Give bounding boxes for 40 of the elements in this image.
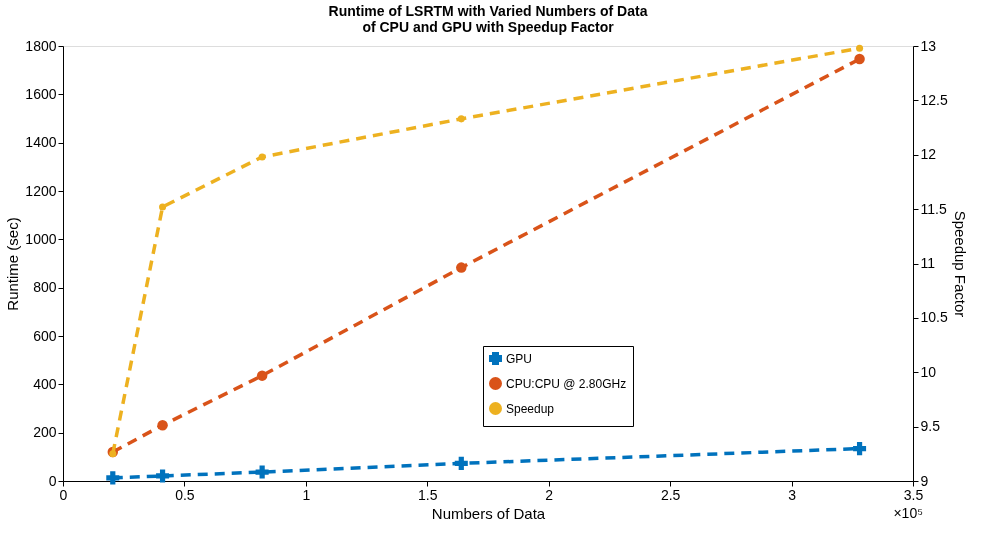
y2-axis-title: Speedup Factor [951,210,969,318]
x-tick-label: 3.5 [903,486,924,503]
y-tick-label: 800 [33,279,57,296]
point [156,469,170,483]
y2-tick-label: 9 [920,472,929,489]
x-tick-label: 2 [545,486,554,503]
y-tick-label: 1600 [25,85,57,102]
x-tick-label: 1 [302,486,311,503]
x-tick-label: 2.5 [660,486,681,503]
y2-tick-label: 10.5 [920,309,948,326]
legend-label: GPU [506,351,533,366]
y-tick-label: 200 [33,424,57,441]
point [853,442,867,456]
legend-label: Speedup [506,401,555,416]
y2-tick-label: 9.5 [920,418,941,435]
y2-tick-label: 11.5 [920,200,947,217]
y2-tick-label: 10 [920,363,937,380]
point [454,456,468,470]
y2-tick-label: 11 [920,255,936,271]
x-tick-label: 0 [59,486,68,503]
text: ×10⁵ [893,505,923,521]
y-tick-label: 0 [48,472,57,489]
x-tick-label: 3 [788,486,797,503]
point [255,465,269,479]
y-tick-label: 1400 [25,134,57,151]
x-tick-label: 1.5 [418,486,438,503]
y-tick-label: 400 [33,375,57,392]
y-tick-label: 1200 [25,182,57,199]
y2-tick-label: 12.5 [920,91,948,108]
y-axis-title: Runtime (sec) [4,217,22,311]
chart-title: Runtime of LSRTM with Varied Numbers of Data of CPU and GPU with Speedup Factor [328,3,648,35]
y-tick-label: 1000 [25,230,57,247]
y2-tick-label: 12 [920,146,937,163]
legend-label: CPU:CPU @ 2.80GHz [506,376,627,391]
x-axis-title: Numbers of Data [431,504,546,522]
y-tick-label: 600 [33,327,57,344]
x-tick-label: 0.5 [175,486,195,503]
point [106,471,120,485]
y-tick-label: 1800 [25,37,57,54]
y2-tick-label: 13 [920,37,937,54]
